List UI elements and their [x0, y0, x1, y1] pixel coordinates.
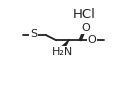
- Text: HCl: HCl: [73, 8, 95, 21]
- Polygon shape: [62, 40, 69, 48]
- Text: H₂N: H₂N: [52, 47, 73, 57]
- Text: O: O: [87, 35, 96, 45]
- Text: S: S: [30, 29, 37, 39]
- Text: O: O: [81, 23, 90, 33]
